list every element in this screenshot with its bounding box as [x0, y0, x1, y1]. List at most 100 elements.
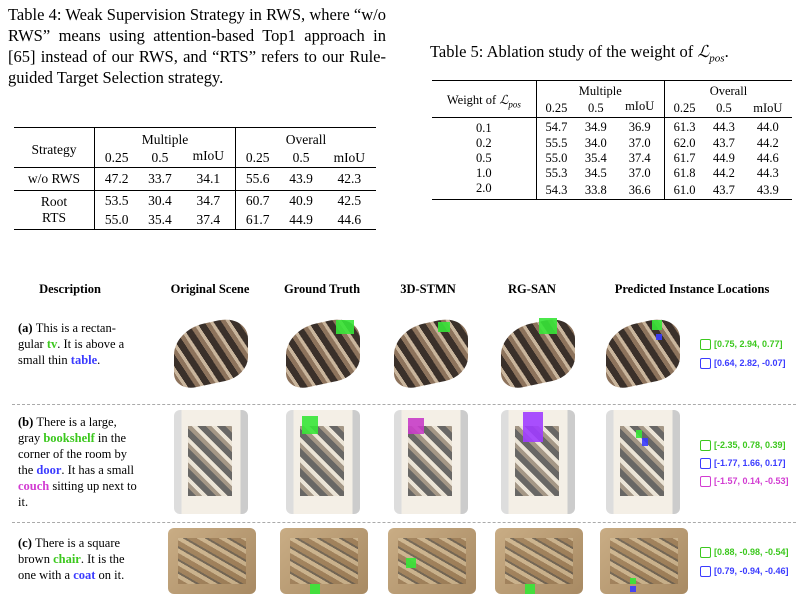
table5-caption-period: . — [724, 42, 729, 61]
legend-entry: [-2.35, 0.78, 0.39] — [700, 440, 786, 452]
table4-row-name: w/o RWS — [27, 171, 81, 186]
description-segment: . — [97, 353, 101, 367]
scene-thumbnail-predicted — [600, 528, 688, 594]
scene-thumbnail-predicted — [600, 308, 686, 394]
table5-cell: 61.7 — [663, 151, 705, 166]
scene-thumbnail-rgsan — [495, 528, 583, 594]
legend-entry: [-1.57, 0.14, -0.53] — [700, 476, 789, 488]
instance-highlight — [642, 438, 648, 446]
table5-cell: 43.7 — [713, 136, 735, 150]
table5-caption: Table 5: Ablation study of the weight of… — [430, 41, 729, 69]
table4-multiple-header: Multiple — [93, 127, 236, 148]
figure-description-c: (c) There is a square brown chair. It is… — [18, 535, 140, 583]
table5-weight: 1.0 — [476, 166, 492, 180]
table5-cell: 37.4 — [628, 151, 651, 165]
legend-entry: [0.88, -0.98, -0.54] — [700, 547, 789, 559]
table4-row-name: Root — [40, 194, 68, 209]
legend-entry: [-1.77, 1.66, 0.17] — [700, 458, 786, 470]
table4-cell: 60.7 — [235, 190, 280, 210]
table5-caption-text: Table 5: Ablation study of the weight of — [430, 42, 698, 61]
scene-thumbnail-ground-truth — [280, 528, 368, 594]
description-segment: This is a rectan-gular — [18, 321, 116, 351]
description-segment: table — [70, 353, 98, 367]
scene-thumbnail-original-scene — [168, 308, 254, 394]
table5-col-miou: mIoU — [625, 99, 655, 113]
table5-weight-label: Weight of — [446, 92, 500, 107]
table4-cell: 55.0 — [94, 210, 139, 230]
legend-entry: [0.75, 2.94, 0.77] — [700, 339, 783, 351]
table5-col-05: 0.5 — [587, 100, 604, 115]
table4-cell: 42.5 — [337, 192, 362, 208]
table4-cell: 44.6 — [337, 211, 362, 227]
row-separator — [12, 522, 796, 523]
table5-weight-subscript: pos — [508, 99, 521, 110]
scene-thumbnail-3dstmn — [388, 528, 476, 594]
table5-cell: 54.3 — [535, 181, 577, 200]
scene-thumbnail-predicted — [606, 410, 680, 514]
tv-icon — [700, 339, 711, 351]
legend-coordinates: [0.64, 2.82, -0.07] — [714, 358, 786, 368]
description-segment: There is a square brown — [18, 536, 121, 566]
table4-col-miou: mIoU — [192, 148, 225, 163]
table4-cell: 42.3 — [337, 171, 362, 186]
description-segment: on it. — [95, 568, 125, 582]
table5-cell: 43.9 — [756, 182, 779, 197]
legend-coordinates: [0.88, -0.98, -0.54] — [714, 547, 789, 557]
table5-weight: 0.1 — [476, 121, 492, 135]
description-segment: tv — [46, 337, 58, 351]
couch-icon — [700, 476, 711, 488]
scene-thumbnail-ground-truth — [280, 308, 366, 394]
table5-weight: 2.0 — [476, 181, 492, 195]
table4-col-025-overall: 0.25 — [235, 148, 280, 168]
description-segment: (a) — [18, 321, 36, 335]
table4-cell: 53.5 — [94, 190, 139, 210]
description-segment: sitting up next to it. — [18, 479, 137, 509]
instance-highlight — [310, 584, 320, 594]
scene-thumbnail-rgsan — [495, 308, 581, 394]
legend-coordinates: [0.79, -0.94, -0.46] — [714, 566, 789, 576]
table5-cell: 44.9 — [713, 151, 735, 165]
description-segment: There is a large, gray — [18, 415, 117, 445]
description-segment: . It is above a small thin — [18, 337, 125, 367]
scene-thumbnail-3dstmn — [394, 410, 468, 514]
legend-entry: [0.64, 2.82, -0.07] — [700, 358, 786, 370]
instance-highlight — [408, 418, 424, 434]
table5-cell: 37.0 — [628, 166, 651, 180]
table5-cell: 44.2 — [713, 166, 735, 180]
table5-weight: 0.2 — [476, 136, 492, 150]
table5-cell: 55.3 — [535, 166, 577, 181]
table5-cell: 61.0 — [663, 181, 705, 200]
table5-cell: 44.6 — [756, 151, 779, 165]
table4-cell: 44.9 — [289, 211, 313, 227]
figure-col-predicted-locations: Predicted Instance Locations — [614, 282, 770, 296]
scene-thumbnail-ground-truth — [286, 410, 360, 514]
table5-cell: 36.9 — [628, 119, 651, 134]
description-segment: bookshelf — [43, 431, 95, 445]
description-segment: (c) — [18, 536, 35, 550]
table4-col-05: 0.5 — [151, 149, 169, 165]
instance-highlight — [336, 320, 354, 334]
table4-cell: 34.1 — [196, 171, 221, 186]
instance-highlight — [406, 558, 416, 568]
table4-cell: 61.7 — [235, 210, 280, 230]
row-separator — [12, 404, 796, 405]
table5-weight-header: Weight of ℒpos — [432, 81, 536, 118]
description-segment: (b) — [18, 415, 37, 429]
instance-highlight — [438, 322, 450, 332]
table5: Weight of ℒpos Multiple Overall 0.25 0.5… — [432, 80, 792, 200]
table4-cell: 30.4 — [148, 192, 172, 208]
scene-thumbnail-original-scene — [168, 528, 256, 594]
table5-cell: 44.3 — [713, 119, 735, 134]
instance-highlight — [656, 334, 662, 340]
instance-highlight — [302, 416, 318, 434]
table-icon — [700, 358, 711, 370]
table4-overall-header: Overall — [235, 127, 376, 148]
instance-highlight — [525, 584, 535, 594]
door-icon — [700, 458, 711, 470]
table5-caption-symbol: ℒ — [697, 42, 710, 61]
instance-highlight — [652, 320, 662, 330]
figure-description-a: (a) This is a rectan-gular tv. It is abo… — [18, 320, 140, 368]
table5-overall-header: Overall — [663, 80, 792, 99]
table5-cell: 61.3 — [663, 117, 705, 136]
description-segment: coat — [73, 568, 96, 582]
